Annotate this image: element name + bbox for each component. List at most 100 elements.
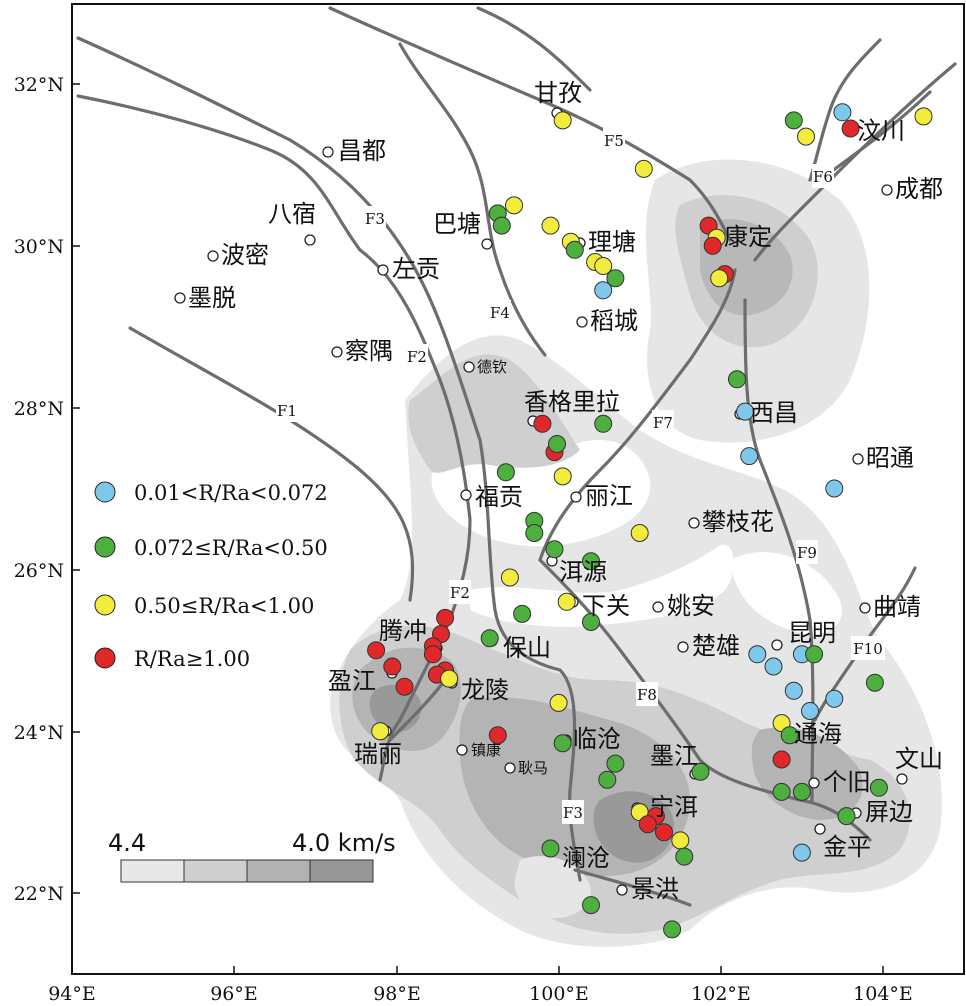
city-label-daocheng: 稻城 [590,307,638,335]
x-tick-label-104: 104°E [853,983,913,1005]
fault-F4 [398,42,547,357]
sample-point-green-65 [675,847,694,866]
sample-point-green-82 [837,807,856,826]
sample-point-red-50 [395,677,414,696]
city-marker-gengma [504,762,516,774]
city-label-pingbian: 屏边 [865,798,913,826]
fault-label-box-F4 [489,300,511,324]
legend-label-cyan: 0.01<R/Ra<0.072 [134,481,328,505]
anomaly-gap-middle [470,544,735,627]
city-label-shangrila: 香格里拉 [524,388,620,416]
legend-marker-green [94,536,116,558]
sample-point-yellow-38 [500,568,519,587]
fault-label-F7: F7 [653,414,673,432]
sample-point-green-34 [525,524,544,542]
city-marker-lijiang [570,491,582,503]
sample-point-cyan-25 [740,447,759,466]
city-marker-motuo [174,292,186,304]
y-tick-label-30: 30°N [14,236,64,258]
sample-point-cyan-17 [594,281,613,300]
city-label-longling: 龙陵 [461,676,509,704]
city-label-ninger: 宁洱 [650,793,698,821]
city-marker-changdu [322,146,334,158]
sample-point-green-80 [772,782,791,801]
sample-point-yellow-7 [914,107,933,126]
city-marker-kunming [771,639,783,651]
x-tick-label-100: 100°E [529,983,589,1005]
legend-label-yellow: 0.50≤R/Ra<1.00 [134,594,314,618]
city-label-wenchuan: 汶川 [857,117,905,145]
sample-point-green-32 [496,463,515,482]
scale-segment-1 [120,859,185,883]
sample-point-red-63 [655,823,673,842]
sample-point-cyan-5 [833,103,852,122]
fault-label-F3a: F3 [365,210,385,228]
city-label-deqin: 德钦 [477,358,507,376]
fault-label-box-F6 [812,164,834,188]
sample-point-cyan-24 [736,402,755,421]
sample-point-yellow-53 [371,722,390,741]
city-label-tengchong: 腾冲 [379,617,427,645]
anomaly-lancang-light [514,856,591,919]
fault-label-F8: F8 [637,686,657,704]
map-border [71,3,965,975]
legend-marker-cyan [94,481,116,503]
sample-point-red-62 [638,815,657,834]
sample-point-green-28 [594,414,613,433]
city-marker-chuxiong [677,641,689,653]
city-marker-batang [481,238,493,250]
axis-labels: 94°E 96°E 98°E 100°E 102°E 104°E 32°N 30… [14,74,913,1005]
city-label-eryuan: 洱源 [559,558,607,586]
sample-point-green-36 [545,540,564,559]
city-marker-daocheng [576,316,588,328]
scale-label-right: 4.0 km/s [292,829,396,857]
city-labels: 甘孜 汶川 成都 昌都 八宿 波密 墨脱 左贡 巴塘 理塘 康定 稻城 察隅 德… [188,79,943,903]
city-label-panzhihua: 攀枝花 [702,508,774,536]
sample-point-red-79 [772,750,791,769]
city-marker-chengdu [881,184,893,196]
city-label-jinping: 金平 [823,833,871,861]
y-tick-label-28: 28°N [14,398,64,420]
fault-F5b [476,6,592,92]
city-marker-basu [304,234,316,246]
fault-F2 [76,94,472,782]
sample-point-green-68 [663,920,682,939]
city-label-litang: 理塘 [588,228,636,256]
fault-F7 [538,268,737,562]
sample-point-red-6 [841,119,860,138]
fault-label-F3b: F3 [563,804,583,822]
x-tick-label-96: 96°E [210,983,258,1005]
scale-segment-2 [183,859,248,883]
sample-point-yellow-10 [505,196,523,215]
sample-point-green-23 [728,370,746,389]
sample-point-yellow-22 [710,269,729,288]
sample-point-green-59 [691,762,710,781]
fault-label-box-F7 [652,410,674,434]
city-marker-zuogong [377,264,389,276]
y-tick-label-22: 22°N [14,883,64,905]
city-label-mojiang: 墨江 [650,742,698,770]
sample-point-cyan-26 [825,479,844,498]
city-marker-panzhihua [688,517,700,529]
sample-point-yellow-39 [557,592,576,611]
sample-point-green-13 [565,240,584,259]
sample-point-green-81 [792,782,811,801]
sample-point-cyan-84 [792,843,811,862]
sample-point-green-83 [869,778,888,797]
sample-point-red-27 [533,414,552,433]
city-marker-fugong [460,489,472,501]
fault-label-box-F3a [364,206,386,230]
sample-point-green-57 [606,754,625,773]
fault-label-box-F5 [603,128,625,152]
sample-point-red-44 [367,641,386,660]
legend-marker-yellow [94,594,116,616]
fault-label-F4: F4 [490,304,510,322]
sample-point-yellow-31 [553,467,572,486]
fault-F3 [76,36,582,882]
fault-label-box-F2a [406,344,428,368]
city-marker-wenshan [896,773,908,785]
sample-point-green-40 [513,604,532,623]
legend-label-red: R/Ra≥1.00 [134,647,250,671]
y-tick-label-24: 24°N [14,722,64,744]
